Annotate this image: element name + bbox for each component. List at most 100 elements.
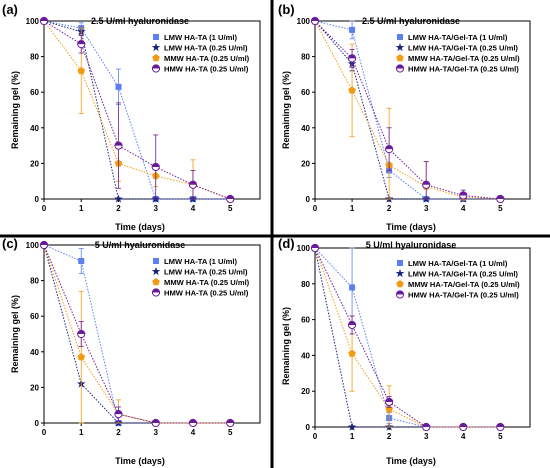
marker-halfcircle: [422, 422, 431, 432]
x-tick-label: 4: [191, 204, 196, 213]
legend-item: LMW HA-TA/Gel-TA (1 U/ml): [397, 33, 508, 42]
marker-halfcircle: [114, 141, 123, 150]
legend-item: LMW HA-TA/Gel-TA (0.25 U/ml): [395, 269, 518, 279]
legend-item: LMW HA-TA (0.25 U/ml): [151, 43, 248, 53]
marker-fill: [496, 423, 504, 427]
x-tick-label: 0: [42, 428, 47, 437]
data-point: [347, 54, 357, 63]
legend-item: HMW HA-TA (0.25 U/ml): [151, 64, 249, 74]
data-point: [347, 320, 357, 330]
marker-fill: [311, 244, 319, 248]
x-tick-label: 0: [42, 204, 47, 213]
y-tick-label: 60: [30, 312, 39, 321]
x-tick-label: 4: [191, 428, 196, 437]
marker-fill: [152, 419, 160, 423]
series-line: [314, 20, 501, 200]
data-point: [151, 162, 160, 172]
legend-label: HMW HA-TA (0.25 U/ml): [164, 289, 249, 298]
marker-fill: [189, 181, 197, 185]
marker-fill: [77, 330, 85, 334]
marker-fill: [348, 54, 356, 59]
marker-pentagon: [348, 349, 356, 357]
marker-halfcircle: [151, 288, 161, 297]
marker-halfcircle: [151, 162, 160, 172]
marker-fill: [152, 163, 160, 167]
marker-halfcircle: [39, 240, 49, 250]
marker-halfcircle: [77, 329, 86, 339]
x-tick-label: 2: [116, 428, 121, 437]
marker-star: [347, 422, 357, 431]
y-tick-label: 20: [30, 159, 39, 168]
legend-item: LMW HA-TA (1 U/ml): [153, 257, 237, 266]
series-line: [43, 244, 231, 424]
data-point: [77, 66, 86, 75]
marker-halfcircle: [496, 422, 505, 432]
y-tick-label: 100: [26, 17, 40, 26]
legend: LMW HA-TA (1 U/ml) LMW HA-TA (0.25 U/ml)M…: [151, 257, 250, 298]
marker-fill: [152, 288, 160, 293]
x-tick-label: 0: [313, 432, 318, 441]
x-tick-label: 3: [424, 204, 429, 213]
marker-fill: [226, 419, 234, 423]
legend-label: LMW HA-TA/Gel-TA (1 U/ml): [408, 259, 508, 268]
x-tick-label: 0: [313, 204, 318, 213]
legend-label: MMW HA-TA/Gel-TA (0.25 U/ml): [408, 54, 520, 63]
legend-label: LMW HA-TA/Gel-TA (0.25 U/ml): [408, 270, 518, 279]
data-point: [188, 180, 198, 189]
data-point: [348, 86, 356, 94]
data-point: [310, 243, 320, 253]
marker-pentagon: [396, 54, 404, 62]
y-tick-label: 100: [26, 241, 40, 250]
x-tick-label: 1: [350, 204, 355, 213]
x-tick-label: 2: [116, 204, 121, 213]
data-point: [77, 40, 86, 49]
data-point: [226, 418, 235, 428]
series-line: [43, 20, 231, 200]
legend-item: MMW HA-TA (0.25 U/ml): [152, 54, 250, 63]
marker-fill: [459, 191, 467, 196]
marker-halfcircle: [395, 64, 405, 73]
marker-halfcircle: [151, 64, 161, 73]
marker-halfcircle: [39, 16, 49, 26]
y-tick-label: 0: [35, 195, 40, 204]
y-tick-label: 40: [301, 351, 310, 360]
marker-fill: [226, 195, 234, 199]
data-point: [78, 258, 85, 265]
marker-fill: [396, 64, 404, 69]
marker-fill: [40, 241, 48, 245]
marker-fill: [311, 17, 319, 21]
legend-label: HMW HA-TA/Gel-TA (0.25 U/ml): [408, 291, 519, 300]
marker-halfcircle: [310, 16, 320, 26]
legend-item: LMW HA-TA (0.25 U/ml): [151, 267, 248, 277]
x-tick-label: 3: [153, 428, 158, 437]
legend-label: LMW HA-TA (0.25 U/ml): [164, 268, 248, 277]
x-axis-label: Time (days): [115, 456, 165, 466]
axes-frame: [314, 20, 531, 200]
marker-star: [151, 43, 161, 52]
marker-halfcircle: [459, 422, 468, 432]
legend: LMW HA-TA/Gel-TA (1 U/ml) LMW HA-TA/Gel-T…: [395, 33, 520, 74]
y-tick-label: 20: [30, 383, 39, 392]
data-point: [115, 83, 122, 90]
y-tick-label: 80: [301, 280, 310, 289]
legend-label: LMW HA-TA (1 U/ml): [164, 257, 237, 266]
marker-square: [397, 34, 403, 40]
marker-halfcircle: [310, 243, 320, 253]
data-point: [310, 16, 320, 26]
marker-star: [395, 43, 405, 52]
data-point: [39, 16, 49, 26]
series-line: [43, 244, 231, 424]
data-point: [347, 422, 357, 431]
panel-label: (c): [2, 236, 18, 251]
legend-item: MMW HA-TA (0.25 U/ml): [152, 278, 250, 287]
marker-square: [397, 260, 403, 266]
legend-item: HMW HA-TA/Gel-TA (0.25 U/ml): [395, 290, 519, 300]
legend-item: MMW HA-TA/Gel-TA (0.25 U/ml): [396, 54, 520, 63]
x-tick-label: 1: [79, 428, 84, 437]
data-point: [114, 141, 123, 150]
y-tick-label: 20: [301, 387, 310, 396]
plot-area: 0 1 2 3 4 5 0 20 40 60 80 100 LMW HA-TA/Gel-TA (1 U/…: [297, 243, 531, 441]
